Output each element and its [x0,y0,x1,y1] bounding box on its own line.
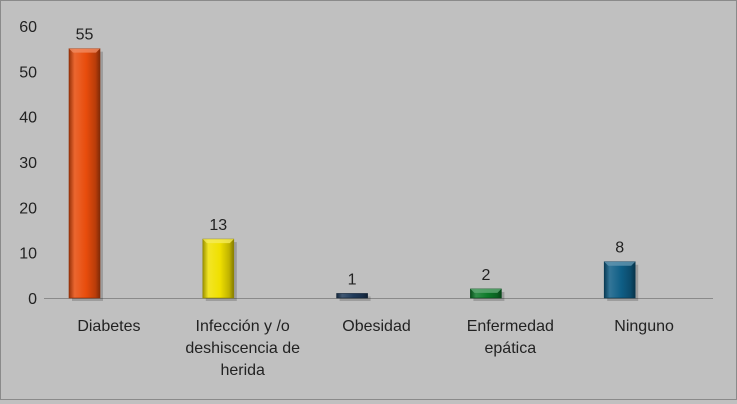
bar-bevel [604,261,636,266]
data-label: 1 [348,271,357,288]
data-label: 55 [76,27,94,44]
y-tick-label: 10 [19,246,37,263]
y-tick-label: 60 [19,19,37,36]
bar-bevel [202,239,234,244]
x-tick-label: Obesidad [342,318,411,335]
bar [202,238,235,299]
bar-bevel [69,48,100,53]
data-label: 8 [615,240,624,257]
y-axis: 0 10 20 30 40 50 60 [19,19,37,308]
data-label: 13 [209,217,227,234]
x-tick-label: Diabetes [77,318,140,335]
x-tick-label: Infección y /o deshiscencia de herida [185,318,300,379]
bar [336,293,368,299]
bar [68,48,101,299]
x-tick-label: Ninguno [614,318,674,335]
x-axis: Diabetes Infección y /o deshiscencia de her… [44,298,713,379]
y-tick-label: 50 [19,64,37,81]
y-tick-label: 20 [19,200,37,217]
y-tick-label: 30 [19,155,37,172]
data-labels: 55 13 1 2 8 [76,27,625,289]
bars [68,48,639,301]
data-label: 2 [481,267,490,284]
y-tick-label: 0 [28,291,37,308]
bar-bevel [470,288,502,293]
bar-shadow [339,296,371,301]
x-tick-label: Enfermedad epática [467,318,554,357]
bar [603,261,636,299]
y-tick-label: 40 [19,110,37,127]
